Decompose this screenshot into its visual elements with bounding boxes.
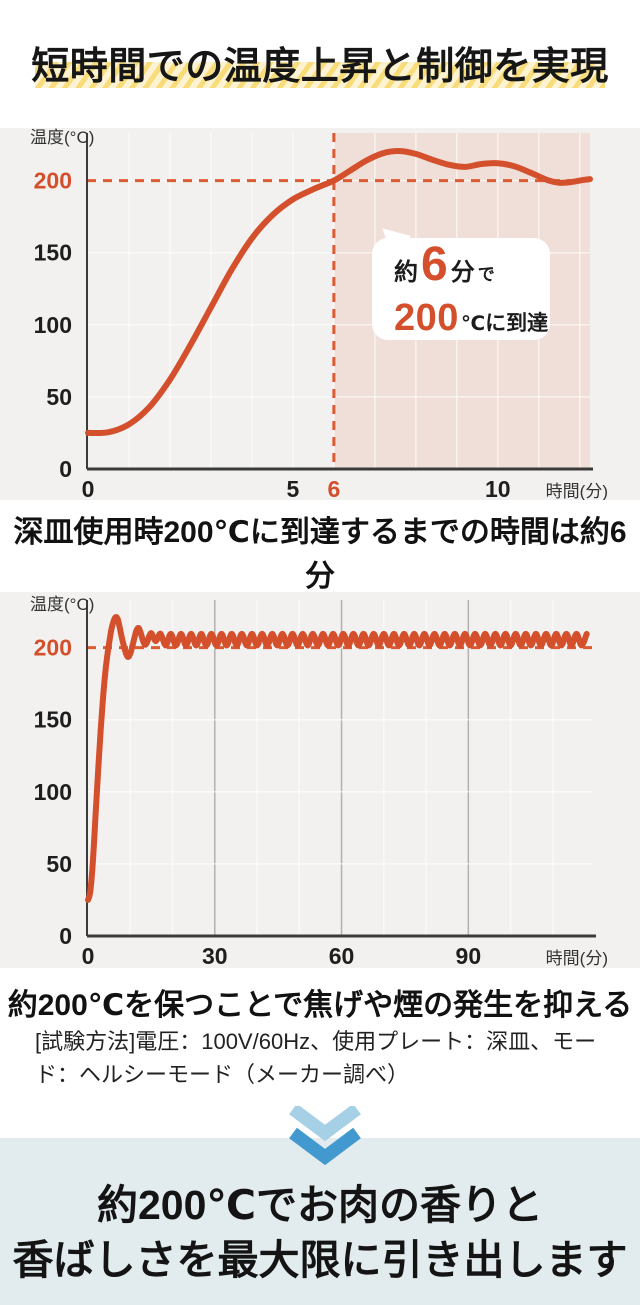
heat-up-chart-caption: 深皿使用時200℃に到達するまでの時間は約6分 — [13, 516, 627, 593]
footer-line-1: 約200℃でお肉の香りと — [96, 1182, 544, 1228]
y-tick-label: 50 — [46, 851, 72, 877]
chevron-bottom-stroke — [289, 1127, 361, 1166]
test-method-note: [試験方法]電圧：100V/60Hz、使用プレート：深皿、モード：ヘルシーモード… — [35, 1029, 597, 1087]
x-tick-label: 30 — [202, 943, 228, 968]
x-axis-title: 時間(分) — [546, 482, 608, 500]
page-title: 短時間での温度上昇と制御を実現 — [31, 46, 609, 88]
x-tick-label: 6 — [327, 476, 340, 500]
callout-line-2: 200 ℃ に到達 — [394, 299, 550, 337]
callout-reach-text: に到達 — [485, 312, 549, 335]
x-tick-label: 90 — [456, 943, 482, 968]
callout-prefix: 約 — [394, 259, 418, 286]
temperature-hold-chart-panel: 0 50 100 150 200 0 30 60 90 温度(°C) 時間(分) — [0, 592, 640, 968]
y-tick-label: 0 — [59, 456, 72, 482]
x-tick-label: 0 — [82, 476, 95, 500]
y-tick-label: 50 — [46, 384, 72, 410]
headline-section: 短時間での温度上昇と制御を実現 — [0, 30, 640, 102]
callout-minutes-unit: 分 — [450, 259, 475, 286]
y-tick-label: 200 — [34, 635, 72, 661]
x-tick-label: 60 — [329, 943, 355, 968]
y-tick-label: 100 — [34, 312, 72, 338]
reach-time-callout: 約 6 分 で 200 ℃ に到達 — [372, 238, 550, 340]
footer-line-2: 香ばしさを最大限に引き出します — [12, 1237, 628, 1283]
temperature-curve — [85, 614, 590, 903]
y-axis-title: 温度(°C) — [30, 595, 94, 614]
footer-headline: 約200℃でお肉の香りと 香ばしさを最大限に引き出します — [0, 1138, 640, 1288]
y-tick-label: 150 — [34, 240, 72, 266]
chevron-top-stroke — [289, 1106, 361, 1142]
x-tick-label: 0 — [82, 943, 95, 968]
callout-temp-unit: ℃ — [460, 313, 486, 335]
callout-line-1: 約 6 分 で — [394, 241, 550, 289]
yellow-stripe-highlight — [35, 62, 605, 88]
x-axis-title: 時間(分) — [546, 949, 608, 968]
temperature-hold-chart: 0 50 100 150 200 0 30 60 90 温度(°C) 時間(分) — [30, 595, 608, 968]
footer-panel: 約200℃でお肉の香りと 香ばしさを最大限に引き出します — [0, 1138, 640, 1305]
x-tick-label: 5 — [286, 476, 299, 500]
y-axis-title: 温度(°C) — [30, 128, 94, 147]
double-chevron-down-icon — [289, 1106, 361, 1166]
y-tick-label: 150 — [34, 707, 72, 733]
y-tick-label: 0 — [59, 923, 72, 949]
y-tick-label: 200 — [34, 168, 72, 194]
y-tick-label: 100 — [34, 779, 72, 805]
heat-up-chart-panel: 0 50 100 150 200 0 5 6 10 温度(°C) 時間(分) 約 6 分 で 200… — [0, 128, 640, 500]
temperature-curve — [85, 147, 593, 437]
callout-temp-value: 200 — [394, 297, 459, 339]
temperature-hold-chart-caption: 約200℃を保つことで焦げや煙の発生を抑える — [7, 989, 633, 1022]
x-tick-label: 10 — [485, 476, 511, 500]
callout-minutes-value: 6 — [421, 238, 448, 291]
callout-suffix: で — [477, 265, 495, 284]
